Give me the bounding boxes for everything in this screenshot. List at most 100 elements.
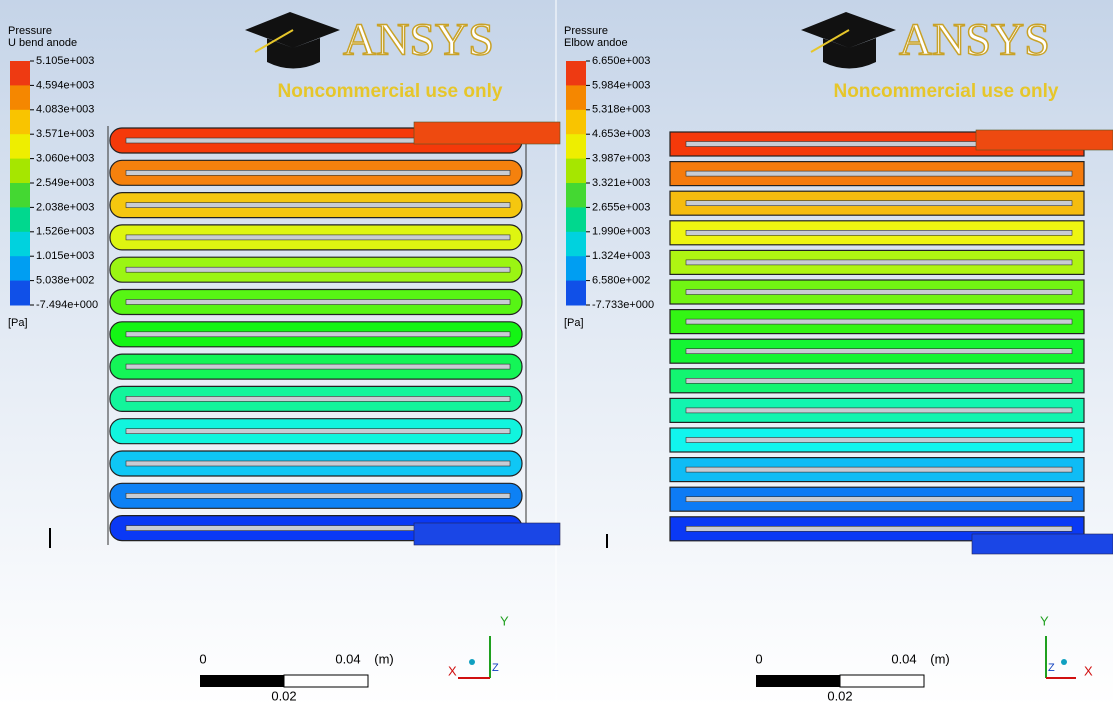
scale-start: 0	[199, 651, 206, 666]
scale-end: 0.04	[891, 651, 916, 666]
channel-gap	[686, 408, 1072, 413]
legend-band	[566, 281, 586, 306]
outlet	[414, 523, 560, 545]
channel-gap	[126, 493, 510, 498]
legend-label: 1.015e+003	[36, 250, 94, 262]
scale-unit: (m)	[374, 651, 394, 666]
logo-brand: ANSYS	[899, 14, 1050, 65]
legend-band	[10, 61, 30, 86]
legend-label: 4.594e+003	[36, 79, 94, 91]
legend-label: 1.324e+003	[592, 250, 650, 262]
channel-gap	[126, 300, 510, 305]
axis-y-label: Y	[1040, 613, 1049, 628]
channel-gap	[686, 438, 1072, 443]
channel-gap	[126, 332, 510, 337]
legend-band	[10, 232, 30, 257]
legend-band	[566, 134, 586, 159]
scale-end: 0.04	[335, 651, 360, 666]
legend-label: 6.580e+002	[592, 275, 650, 287]
channel-gap	[686, 526, 1072, 531]
legend-unit: [Pa]	[8, 317, 28, 329]
channel-gap	[686, 497, 1072, 502]
legend-band	[566, 61, 586, 86]
legend-label: 5.038e+002	[36, 275, 94, 287]
legend-label: 3.571e+003	[36, 128, 94, 140]
scale-white	[840, 675, 924, 687]
axis-x-label: X	[1084, 663, 1093, 678]
outlet	[972, 534, 1113, 554]
legend-label: 5.984e+003	[592, 79, 650, 91]
legend-subtitle: U bend anode	[8, 37, 77, 49]
axis-z-label: Z	[1048, 662, 1055, 674]
legend-label: 4.083e+003	[36, 104, 94, 116]
legend-band	[566, 110, 586, 135]
channel-gap	[126, 396, 510, 401]
legend-label: 1.990e+003	[592, 226, 650, 238]
channel-gap	[686, 290, 1072, 295]
channel-gap	[686, 171, 1072, 176]
screenshot: PressureU bend anode5.105e+0034.594e+003…	[0, 0, 1113, 707]
legend-band	[10, 159, 30, 184]
legend-title: Pressure	[8, 25, 52, 37]
channel-gap	[126, 461, 510, 466]
legend-label: 3.060e+003	[36, 153, 94, 165]
legend-band	[566, 256, 586, 281]
legend-label: -7.494e+000	[36, 299, 98, 311]
channel-gap	[686, 378, 1072, 383]
inlet	[414, 122, 560, 144]
scale-start: 0	[755, 651, 762, 666]
legend-unit: [Pa]	[564, 317, 584, 329]
legend-label: 2.038e+003	[36, 201, 94, 213]
legend-band	[10, 134, 30, 159]
legend-band	[10, 256, 30, 281]
channel-gap	[686, 349, 1072, 354]
logo-brand: ANSYS	[343, 14, 494, 65]
legend-band	[10, 110, 30, 135]
legend-band	[10, 207, 30, 232]
legend-subtitle: Elbow andoe	[564, 37, 628, 49]
axis-y-label: Y	[500, 613, 509, 628]
legend-band	[566, 85, 586, 110]
inlet	[976, 130, 1113, 150]
legend-label: 1.526e+003	[36, 226, 94, 238]
channel-gap	[126, 235, 510, 240]
channel-gap	[686, 319, 1072, 324]
scale-mid: 0.02	[271, 688, 296, 703]
logo-notice: Noncommercial use only	[834, 81, 1059, 102]
axis-z	[469, 659, 475, 665]
scale-white	[284, 675, 368, 687]
legend-band	[566, 159, 586, 184]
legend-label: -7.733e+000	[592, 299, 654, 311]
scale-unit: (m)	[930, 651, 950, 666]
scale-mid: 0.02	[827, 688, 852, 703]
legend-label: 3.987e+003	[592, 153, 650, 165]
legend-label: 2.655e+003	[592, 201, 650, 213]
legend-label: 2.549e+003	[36, 177, 94, 189]
legend-band	[566, 183, 586, 208]
logo-notice: Noncommercial use only	[278, 81, 503, 102]
scale-black	[200, 675, 284, 687]
channel-gap	[126, 429, 510, 434]
legend-label: 5.105e+003	[36, 55, 94, 67]
legend-band	[10, 183, 30, 208]
legend-label: 6.650e+003	[592, 55, 650, 67]
legend-band	[566, 207, 586, 232]
legend-label: 4.653e+003	[592, 128, 650, 140]
channel-gap	[686, 467, 1072, 472]
channel-gap	[126, 267, 510, 272]
legend-band	[10, 281, 30, 306]
axis-z	[1061, 659, 1067, 665]
channel-gap	[126, 203, 510, 208]
channel-gap	[686, 260, 1072, 265]
legend-label: 5.318e+003	[592, 104, 650, 116]
scale-black	[756, 675, 840, 687]
axis-x-label: X	[448, 663, 457, 678]
legend-title: Pressure	[564, 25, 608, 37]
channel-gap	[126, 170, 510, 175]
channel-gap	[686, 201, 1072, 206]
axis-z-label: Z	[492, 662, 499, 674]
legend-band	[566, 232, 586, 257]
channel-gap	[686, 230, 1072, 235]
legend-label: 3.321e+003	[592, 177, 650, 189]
channel-gap	[126, 364, 510, 369]
